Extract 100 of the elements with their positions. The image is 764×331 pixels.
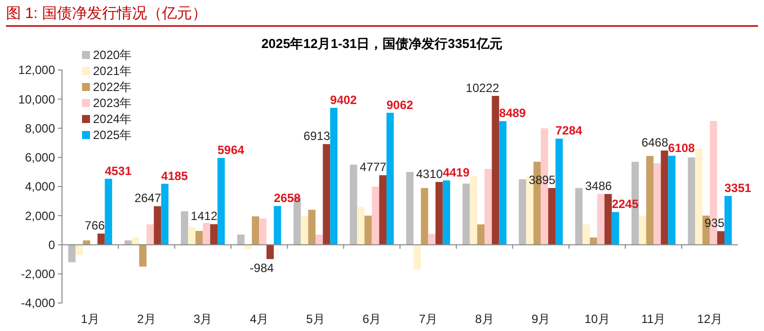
x-tick-label: 5月 (306, 312, 325, 326)
data-label: 6468 (641, 136, 668, 150)
bar (259, 218, 266, 245)
bar (462, 184, 470, 245)
data-label: 2245 (612, 197, 639, 212)
bar (555, 138, 563, 245)
bar (435, 182, 443, 245)
data-label: 4185 (161, 168, 188, 183)
x-tick-label: 11月 (641, 312, 666, 326)
y-tick-label: -2,000 (20, 267, 56, 282)
legend-label: 2020年 (93, 48, 132, 62)
bar (188, 227, 196, 245)
y-tick-label: 4,000 (24, 180, 56, 194)
bar (196, 230, 203, 245)
data-label: 1412 (190, 209, 218, 224)
bar (612, 212, 620, 245)
x-tick-label: 4月 (250, 312, 269, 326)
bar (322, 144, 330, 245)
data-label: 4419 (442, 165, 470, 180)
bar (357, 206, 365, 245)
bar (139, 244, 146, 267)
data-label: -984 (250, 261, 274, 276)
y-tick-label: 8,000 (24, 121, 56, 136)
bar (132, 237, 140, 245)
bar (717, 231, 724, 245)
bar (217, 158, 225, 245)
bar (266, 244, 274, 260)
data-label: 10222 (466, 80, 500, 95)
bar (76, 244, 83, 255)
bar (316, 234, 323, 245)
bar (146, 224, 154, 245)
bar (575, 188, 583, 245)
x-tick-label: 3月 (193, 312, 212, 326)
data-label: 7284 (555, 124, 582, 138)
data-label: 766 (84, 218, 106, 233)
data-label: 4310 (416, 166, 444, 181)
bar (330, 108, 338, 245)
x-tick-label: 8月 (475, 312, 494, 326)
bar (646, 156, 654, 245)
x-tick-label: 2月 (137, 312, 156, 326)
bar (492, 96, 500, 245)
x-tick-label: 7月 (418, 312, 438, 326)
bar (499, 121, 506, 245)
x-tick-label: 9月 (531, 312, 550, 326)
y-tick-label: 2,000 (24, 208, 56, 223)
legend-label: 2024年 (93, 112, 132, 126)
bar (97, 234, 105, 245)
data-label: 9402 (330, 92, 358, 107)
data-label: 3486 (585, 178, 612, 193)
data-label: 4531 (104, 164, 132, 178)
legend-label: 2021年 (93, 64, 132, 78)
bar (470, 176, 478, 245)
data-label: 2647 (134, 191, 162, 206)
legend-label: 2022年 (93, 80, 132, 94)
bar (372, 186, 380, 245)
data-label: 6913 (303, 129, 330, 144)
bar (300, 216, 308, 245)
data-label: 8489 (499, 106, 526, 120)
y-tick-label: 10,000 (18, 92, 56, 106)
bar (582, 224, 590, 245)
bar (660, 150, 668, 245)
bar (654, 163, 661, 245)
data-label: 3895 (528, 173, 556, 188)
bar (597, 194, 604, 245)
bar (638, 216, 646, 245)
chart-title: 图 1: 国债净发行情况（亿元） (6, 5, 207, 22)
bar (237, 234, 245, 245)
bar (414, 244, 421, 270)
y-tick-label: 6,000 (24, 150, 56, 165)
legend-label: 2023年 (93, 96, 132, 110)
bar (688, 157, 696, 245)
data-label: 3351 (724, 180, 752, 195)
y-tick-label: -4,000 (20, 296, 56, 310)
x-tick-label: 1月 (80, 312, 100, 326)
bar (442, 180, 450, 245)
bar (484, 169, 492, 245)
bar (154, 206, 162, 245)
data-label: 2658 (274, 191, 301, 206)
bar (124, 240, 132, 245)
x-tick-label: 6月 (362, 312, 382, 326)
bar (210, 224, 218, 245)
legend-label: 2025年 (93, 128, 132, 142)
x-tick-label: 12月 (697, 312, 723, 326)
bar (518, 179, 526, 245)
data-label: 9062 (386, 98, 414, 112)
bar (420, 188, 428, 245)
bar (161, 184, 168, 245)
bar (695, 148, 703, 245)
bar (590, 237, 598, 245)
bar (724, 196, 732, 245)
y-tick-label: 12,000 (18, 63, 56, 78)
bar (104, 178, 112, 245)
data-label: 5964 (217, 142, 244, 157)
chart-subtitle: 2025年12月1-31日，国债净发行3351亿元 (261, 36, 503, 51)
bar (406, 172, 414, 245)
bar (477, 224, 484, 245)
bar (604, 194, 612, 245)
bar (364, 216, 372, 245)
bar (274, 206, 282, 245)
bar (379, 175, 386, 245)
